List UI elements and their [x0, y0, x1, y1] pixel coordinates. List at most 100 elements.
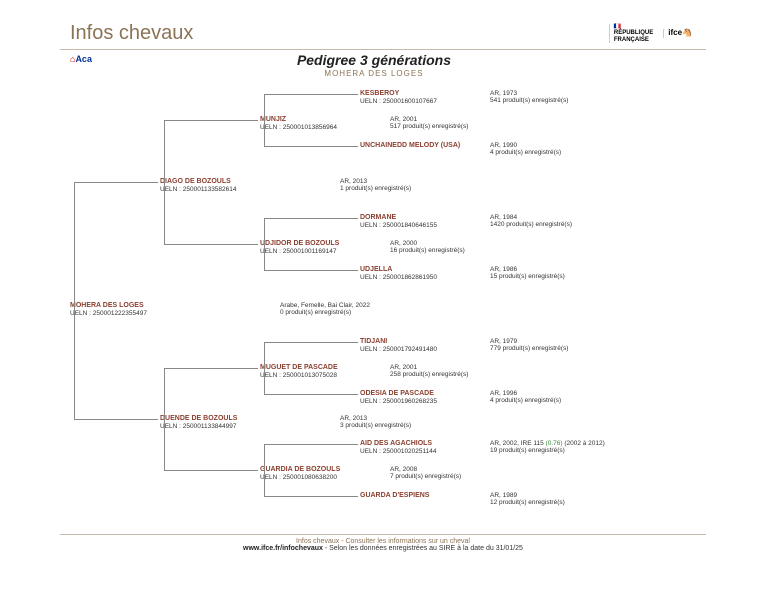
horse-year: AR, 2000: [390, 240, 465, 247]
horse-name: MOHERA DES LOGES: [70, 302, 147, 310]
horse-products: 3 produit(s) enregistré(s): [340, 422, 411, 429]
pedigree-title: Pedigree 3 générations: [92, 52, 656, 68]
horse-products: 517 produit(s) enregistré(s): [390, 123, 468, 130]
horse-products: 4 produit(s) enregistré(s): [490, 149, 561, 156]
horse-products: 12 produit(s) enregistré(s): [490, 499, 565, 506]
horse-products: 15 produit(s) enregistré(s): [490, 273, 565, 280]
horse-products: 1420 produit(s) enregistré(s): [490, 221, 572, 228]
horse-products: 258 produit(s) enregistré(s): [390, 371, 468, 378]
aca-logo: ⌂Aca: [70, 54, 92, 64]
node-sire: DIAGO DE BOZOULSUELN : 250001133582614: [160, 178, 237, 194]
node-sss: KESBEROYUELN : 250001600107667: [360, 90, 437, 106]
node-sss-info: AR, 1973541 produit(s) enregistré(s): [490, 90, 568, 105]
node-dss-info: AR, 1979779 produit(s) enregistré(s): [490, 338, 568, 353]
node-ss: MUNJIZUELN : 250001013856964: [260, 116, 337, 132]
node-root: MOHERA DES LOGESUELN : 250001222355497: [70, 302, 147, 318]
horse-year: AR, 2001: [390, 364, 468, 371]
node-sd: UDJIDOR DE BOZOULSUELN : 250001001169147: [260, 240, 339, 256]
footer: Infos chevaux - Consulter les informatio…: [60, 534, 706, 552]
node-sds-info: AR, 19841420 produit(s) enregistré(s): [490, 214, 572, 229]
horse-products: 16 produit(s) enregistré(s): [390, 247, 465, 254]
horse-name: AID DES AGACHIOLS: [360, 440, 437, 448]
node-dd-info: AR, 20087 produit(s) enregistré(s): [390, 466, 461, 481]
title-block: Pedigree 3 générations MOHERA DES LOGES: [92, 52, 656, 78]
horse-ueln: UELN : 250001133582614: [160, 186, 237, 193]
horse-year: AR, 1973: [490, 90, 568, 97]
horse-ueln: UELN : 250001013075028: [260, 372, 338, 379]
node-root-desc: Arabe, Femelle, Bai Clair, 20220 produit…: [280, 302, 370, 317]
node-dam: DUENDE DE BOZOULSUELN : 250001133844997: [160, 415, 237, 431]
node-dsd-info: AR, 19964 produit(s) enregistré(s): [490, 390, 561, 405]
horse-name: UDJELLA: [360, 266, 437, 274]
node-ds-info: AR, 2001258 produit(s) enregistré(s): [390, 364, 468, 379]
horse-year: AR, 2008: [390, 466, 461, 473]
pedigree-tree: MOHERA DES LOGESUELN : 250001222355497 Ar…: [70, 84, 696, 514]
horse-name: KESBEROY: [360, 90, 437, 98]
page-title: Infos chevaux: [70, 22, 193, 45]
horse-name: GUARDIA DE BOZOULS: [260, 466, 340, 474]
horse-ueln: UELN : 250001133844997: [160, 423, 237, 430]
horse-year: AR, 1996: [490, 390, 561, 397]
horse-year: AR, 2013: [340, 178, 411, 185]
logo-ifce: ifce🐴: [663, 29, 696, 38]
footer-line1: Infos chevaux - Consulter les informatio…: [60, 538, 706, 545]
pedigree-subject: MOHERA DES LOGES: [92, 69, 656, 78]
horse-year: AR, 1979: [490, 338, 568, 345]
horse-year: AR, 2002, IRE 115 (0.76) (2002 à 2012): [490, 440, 605, 447]
footer-url: www.ifce.fr/infochevaux: [243, 545, 323, 552]
horse-ueln: UELN : 250001222355497: [70, 310, 147, 317]
horse-name: DIAGO DE BOZOULS: [160, 178, 237, 186]
node-ssd: UNCHAINEDD MELODY (USA): [360, 142, 460, 150]
header-logos: 🇫🇷 RÉPUBLIQUE FRANÇAISE ifce🐴: [609, 24, 696, 44]
horse-products: 1 produit(s) enregistré(s): [340, 185, 411, 192]
horse-name: DUENDE DE BOZOULS: [160, 415, 237, 423]
header: Infos chevaux 🇫🇷 RÉPUBLIQUE FRANÇAISE if…: [60, 20, 706, 50]
horse-ueln: UELN : 250001840646155: [360, 222, 437, 229]
horse-name: UNCHAINEDD MELODY (USA): [360, 142, 460, 150]
node-sd-info: AR, 200016 produit(s) enregistré(s): [390, 240, 465, 255]
node-dd: GUARDIA DE BOZOULSUELN : 250001080638200: [260, 466, 340, 482]
horse-products: 779 produit(s) enregistré(s): [490, 345, 568, 352]
node-sds: DORMANEUELN : 250001840646155: [360, 214, 437, 230]
horse-name: TIDJANI: [360, 338, 437, 346]
horse-name: MUGUET DE PASCADE: [260, 364, 338, 372]
horse-year: AR, 2013: [340, 415, 411, 422]
node-ddd: GUARDA D'ESPIENS: [360, 492, 429, 500]
logo-republique: 🇫🇷 RÉPUBLIQUE FRANÇAISE: [609, 24, 657, 44]
horse-ueln: UELN : 250001792491480: [360, 346, 437, 353]
horse-year: AR, 1984: [490, 214, 572, 221]
horse-name: DORMANE: [360, 214, 437, 222]
node-dds: AID DES AGACHIOLSUELN : 250001020251144: [360, 440, 437, 456]
horse-ueln: UELN : 250001600107667: [360, 98, 437, 105]
horse-products: 4 produit(s) enregistré(s): [490, 397, 561, 404]
horse-ueln: UELN : 250001013856964: [260, 124, 337, 131]
horse-ueln: UELN : 250001020251144: [360, 448, 437, 455]
horse-products: 541 produit(s) enregistré(s): [490, 97, 568, 104]
horse-name: MUNJIZ: [260, 116, 337, 124]
horse-products: 7 produit(s) enregistré(s): [390, 473, 461, 480]
node-dam-info: AR, 20133 produit(s) enregistré(s): [340, 415, 411, 430]
horse-year: AR, 2001: [390, 116, 468, 123]
horse-name: ODESIA DE PASCADE: [360, 390, 437, 398]
node-sdd-info: AR, 198615 produit(s) enregistré(s): [490, 266, 565, 281]
horse-year: AR, 1990: [490, 142, 561, 149]
node-dsd: ODESIA DE PASCADEUELN : 250001960268235: [360, 390, 437, 406]
node-dds-info: AR, 2002, IRE 115 (0.76) (2002 à 2012)19…: [490, 440, 605, 455]
horse-ueln: UELN : 250001862861950: [360, 274, 437, 281]
node-sire-info: AR, 20131 produit(s) enregistré(s): [340, 178, 411, 193]
horse-year: AR, 1986: [490, 266, 565, 273]
node-dss: TIDJANIUELN : 250001792491480: [360, 338, 437, 354]
horse-ueln: UELN : 250001960268235: [360, 398, 437, 405]
node-ddd-info: AR, 198912 produit(s) enregistré(s): [490, 492, 565, 507]
node-ssd-info: AR, 19904 produit(s) enregistré(s): [490, 142, 561, 157]
horse-name: GUARDA D'ESPIENS: [360, 492, 429, 500]
node-ds: MUGUET DE PASCADEUELN : 250001013075028: [260, 364, 338, 380]
node-sdd: UDJELLAUELN : 250001862861950: [360, 266, 437, 282]
horse-name: UDJIDOR DE BOZOULS: [260, 240, 339, 248]
horse-ueln: UELN : 250001001169147: [260, 248, 339, 255]
horse-products: 19 produit(s) enregistré(s): [490, 447, 605, 454]
horse-ueln: UELN : 250001080638200: [260, 474, 340, 481]
horse-year: AR, 1989: [490, 492, 565, 499]
footer-line2: www.ifce.fr/infochevaux - Selon les donn…: [60, 545, 706, 552]
node-ss-info: AR, 2001517 produit(s) enregistré(s): [390, 116, 468, 131]
